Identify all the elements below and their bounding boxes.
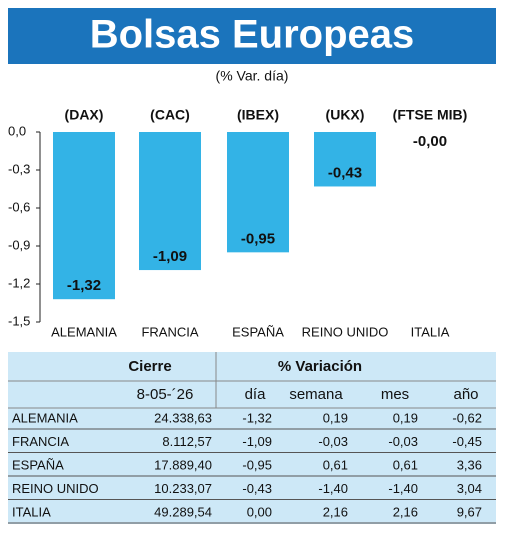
bar [227,132,289,253]
value-label: -0,43 [328,164,362,181]
y-tick-label: -0,9 [8,237,30,252]
table-cell: -0,95 [242,457,272,472]
table-cell: -0,45 [452,434,482,449]
row-label: REINO UNIDO [12,481,99,496]
table-subheader: semana [289,386,343,403]
index-label: (IBEX) [237,107,279,123]
table-header: Cierre [128,358,171,375]
value-label: -1,32 [67,277,101,294]
table-cell: 24.338,63 [154,410,212,425]
row-label: ALEMANIA [12,410,78,425]
y-tick-label: -0,6 [8,199,30,214]
table-cell: 0,61 [323,457,348,472]
table-cell: 17.889,40 [154,457,212,472]
table-header: % Variación [278,358,362,375]
bar [139,132,201,271]
value-label: -0,00 [413,133,447,150]
x-tick-label: ALEMANIA [51,324,117,339]
table-cell: 2,16 [323,504,348,519]
table-subheader: año [453,386,478,403]
index-label: (DAX) [65,107,104,123]
table-subheader: mes [381,386,409,403]
table-cell: 49.289,54 [154,504,212,519]
table-cell: -0,03 [388,434,418,449]
table-subheader: 8-05-´26 [137,386,194,403]
row-label: ESPAÑA [12,457,64,472]
y-tick-label: -1,5 [8,313,30,328]
index-label: (FTSE MIB) [393,107,468,123]
table-cell: 9,67 [457,504,482,519]
table-cell: 8.112,57 [162,434,212,449]
table-cell: 2,16 [393,504,418,519]
table-cell: -1,32 [242,410,272,425]
table-subheader: día [245,386,267,403]
bar [53,132,115,300]
table-cell: -0,43 [242,481,272,496]
table-cell: -1,09 [242,434,272,449]
value-label: -0,95 [241,230,275,247]
table-cell: 0,00 [247,504,272,519]
table-cell: 0,61 [393,457,418,472]
index-label: (UKX) [326,107,365,123]
chart-title: Bolsas Europeas [90,13,415,57]
y-tick-label: -1,2 [8,275,30,290]
table-cell: 3,36 [457,457,482,472]
index-label: (CAC) [150,107,190,123]
title-banner [8,8,496,64]
y-tick-label: 0,0 [8,123,26,138]
table-cell: -0,03 [318,434,348,449]
x-tick-label: FRANCIA [141,324,198,339]
chart-subtitle: (% Var. día) [216,68,289,84]
table-cell: 0,19 [393,410,418,425]
row-label: FRANCIA [12,434,69,449]
x-tick-label: ITALIA [411,324,450,339]
value-label: -1,09 [153,248,187,265]
y-tick-label: -0,3 [8,161,30,176]
x-tick-label: REINO UNIDO [302,324,389,339]
table-cell: -0,62 [452,410,482,425]
x-tick-label: ESPAÑA [232,324,284,339]
bar [314,132,376,187]
table-cell: -1,40 [388,481,418,496]
table-cell: 10.233,07 [154,481,212,496]
row-label: ITALIA [12,504,51,519]
table-cell: 3,04 [457,481,482,496]
table-cell: -1,40 [318,481,348,496]
table-cell: 0,19 [323,410,348,425]
